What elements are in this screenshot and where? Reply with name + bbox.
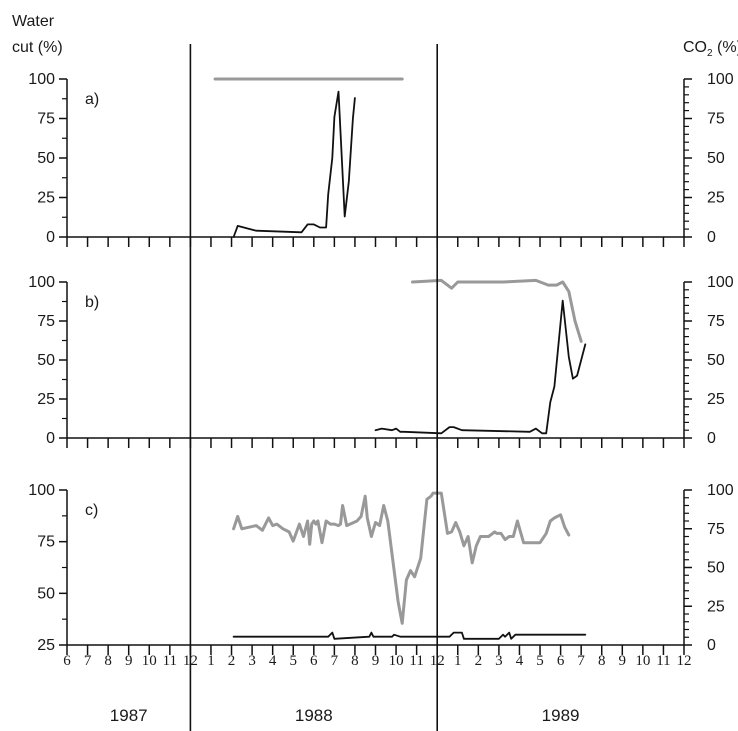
right-tick-label: 100 <box>707 482 734 499</box>
right-axis-title-suffix: (%) <box>713 39 738 56</box>
right-tick-label: 50 <box>707 352 725 369</box>
left-tick-label: 50 <box>37 585 55 602</box>
year-label-1989: 1989 <box>542 706 580 725</box>
x-month-label: 4 <box>516 653 524 669</box>
x-month-label: 5 <box>289 653 297 669</box>
x-month-label: 9 <box>372 653 380 669</box>
right-tick-label: 25 <box>707 190 725 207</box>
panel-a: 0 25 50 75 100 0 25 50 75 100 a) <box>28 71 734 247</box>
x-month-label: 2 <box>228 653 236 669</box>
right-tick-label: 75 <box>707 521 725 538</box>
x-month-label: 3 <box>248 653 256 669</box>
x-month-labels: 6 7 8 9 10 11 12 1 2 3 4 5 6 7 8 9 10 11 12 1 2 3 4 5 6 7 8 9 10 11 12 <box>63 653 691 669</box>
x-month-label: 12 <box>430 653 445 669</box>
co2-series-line <box>411 278 583 343</box>
x-month-label: 9 <box>619 653 627 669</box>
right-tick-label: 0 <box>707 229 716 246</box>
right-tick-label: 75 <box>707 313 725 330</box>
x-month-label: 4 <box>269 653 277 669</box>
water-cut-series-line <box>232 90 356 238</box>
left-tick-label: 75 <box>37 313 55 330</box>
panel-b: 0 25 50 75 100 0 25 50 75 100 b) <box>28 274 734 448</box>
left-tick-label: 50 <box>37 352 55 369</box>
x-month-label: 10 <box>142 653 157 669</box>
x-month-label: 12 <box>677 653 692 669</box>
water-cut-series-line <box>232 631 587 640</box>
right-tick-label: 25 <box>707 391 725 408</box>
right-tick-label: 75 <box>707 111 725 128</box>
x-month-label: 11 <box>656 653 670 669</box>
panel-label: b) <box>85 294 99 311</box>
left-tick-label: 25 <box>37 190 55 207</box>
x-month-label: 8 <box>104 653 112 669</box>
x-month-label: 7 <box>577 653 585 669</box>
x-month-label: 10 <box>635 653 650 669</box>
x-month-label: 10 <box>389 653 404 669</box>
year-label-1987: 1987 <box>110 706 148 725</box>
x-month-label: 1 <box>207 653 215 669</box>
left-axis-title-line1: Water <box>12 13 55 30</box>
panel-label: a) <box>85 91 99 108</box>
x-month-label: 8 <box>351 653 359 669</box>
x-month-label: 12 <box>183 653 198 669</box>
left-axis-title-line2: cut (%) <box>12 39 63 56</box>
left-tick-label: 0 <box>46 430 55 447</box>
right-tick-label: 100 <box>707 274 734 291</box>
x-month-label: 7 <box>331 653 339 669</box>
x-month-label: 2 <box>475 653 483 669</box>
year-labels: 1987 1988 1989 <box>110 706 580 725</box>
year-label-1988: 1988 <box>295 706 333 725</box>
x-month-label: 6 <box>310 653 318 669</box>
panel-c: 25 50 75 100 0 25 50 75 100 c) <box>28 482 734 655</box>
x-month-label: 6 <box>557 653 565 669</box>
right-tick-label: 50 <box>707 150 725 167</box>
left-tick-label: 25 <box>37 391 55 408</box>
x-month-label: 11 <box>163 653 177 669</box>
left-tick-label: 25 <box>37 637 55 654</box>
right-tick-label: 50 <box>707 560 725 577</box>
x-month-label: 1 <box>454 653 462 669</box>
right-tick-label: 25 <box>707 598 725 615</box>
panel-label: c) <box>85 502 98 519</box>
water-cut-series-line <box>374 299 587 435</box>
left-tick-label: 100 <box>28 71 55 88</box>
left-tick-label: 0 <box>46 229 55 246</box>
x-month-label: 5 <box>536 653 544 669</box>
right-tick-label: 0 <box>707 430 716 447</box>
x-month-label: 7 <box>84 653 92 669</box>
x-month-label: 8 <box>598 653 606 669</box>
right-axis-title-sub: 2 <box>707 48 713 59</box>
panels: 02550751000255075100a)025507510002550751… <box>28 44 734 731</box>
right-axis-title-main: CO <box>683 39 707 56</box>
right-tick-label: 0 <box>707 637 716 654</box>
right-tick-label: 100 <box>707 71 734 88</box>
left-tick-label: 100 <box>28 482 55 499</box>
left-tick-label: 100 <box>28 274 55 291</box>
left-tick-label: 75 <box>37 534 55 551</box>
x-month-label: 3 <box>495 653 503 669</box>
left-tick-label: 50 <box>37 150 55 167</box>
left-tick-label: 75 <box>37 111 55 128</box>
x-month-label: 6 <box>63 653 71 669</box>
x-month-label: 9 <box>125 653 133 669</box>
co2-series-line <box>232 491 571 625</box>
x-month-label: 11 <box>409 653 423 669</box>
right-axis-title: CO2 (%) <box>683 39 738 59</box>
